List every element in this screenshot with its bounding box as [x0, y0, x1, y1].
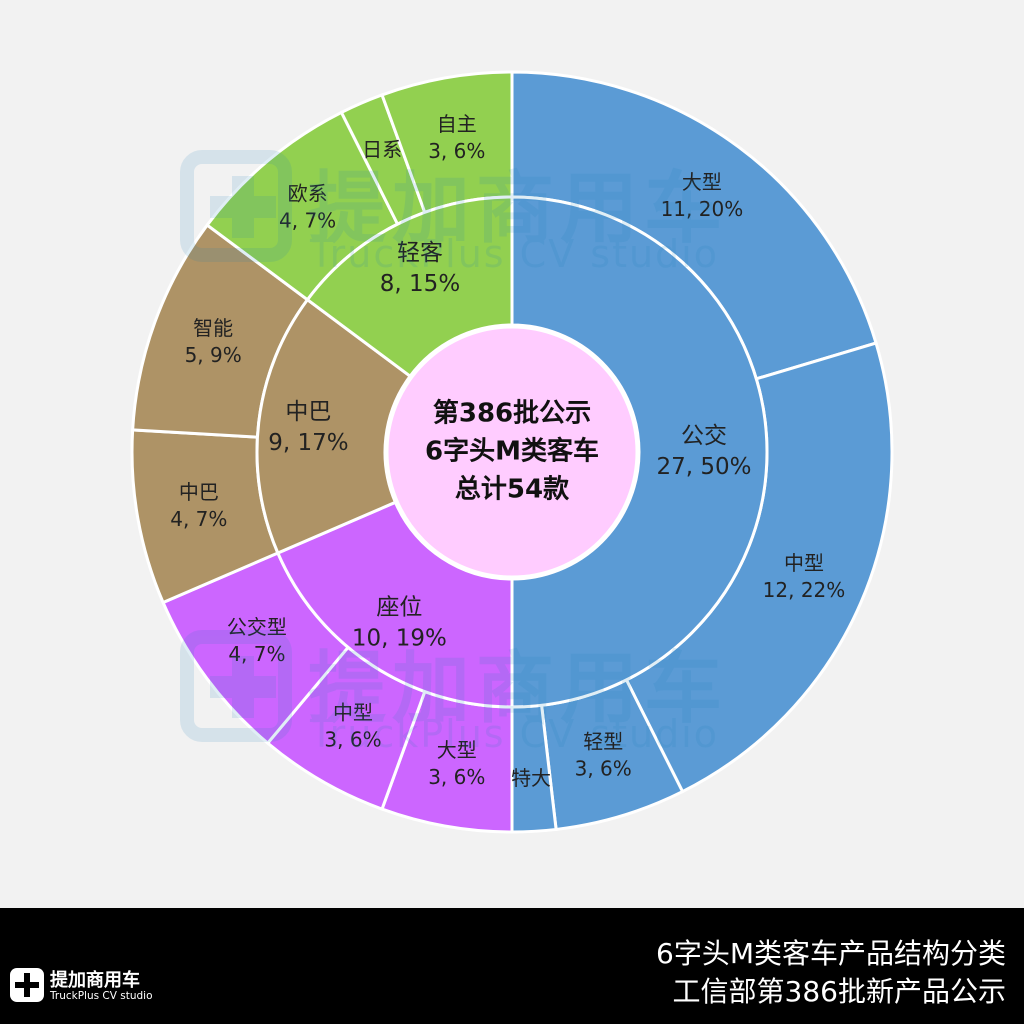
inner-slice-1: [275, 500, 514, 709]
inner-slice-2: [255, 297, 413, 555]
watermark-en: TruckPlus CV studio: [310, 712, 719, 756]
inner-slice-0: [510, 195, 769, 709]
inner-slice-3: [305, 195, 514, 379]
outer-slice-label-7: 中巴 4, 7%: [170, 480, 227, 531]
outer-slice-label-10: 日系: [362, 137, 402, 161]
inner-slice-label-0: 公交 27, 50%: [656, 423, 751, 480]
footer-subtitle: 工信部第386批新产品公示: [672, 975, 1006, 1008]
inner-slice-label-1: 座位 10, 19%: [352, 594, 447, 651]
footer-brand-tagline: TruckPlus CV studio: [50, 990, 153, 1002]
outer-slice-label-4: 大型 3, 6%: [428, 738, 485, 789]
inner-slice-label-2: 中巴 9, 17%: [268, 399, 348, 456]
footer-title: 6字头M类客车产品结构分类: [656, 937, 1006, 970]
center-circle: [385, 325, 639, 579]
outer-slice-label-3: 特大: [511, 766, 551, 790]
watermark-logo-icon: [180, 150, 292, 262]
outer-slice-label-8: 智能 5, 9%: [185, 316, 242, 367]
outer-slice-label-2: 轻型 3, 6%: [575, 730, 632, 781]
sunburst-chart: 公交 27, 50% 座位 10, 19% 中巴 9, 17% 轻客 8, 15% 大型 11, …: [130, 70, 894, 834]
watermark-cn: 提加商用车: [308, 644, 729, 734]
outer-slice-label-5: 中型 3, 6%: [324, 700, 381, 751]
outer-slice-label-1: 中型 12, 22%: [763, 551, 846, 602]
watermark-logo-icon: [180, 630, 292, 742]
center-label: 第386批公示 6字头M类客车总计54款: [425, 398, 599, 505]
brand-logo-icon: [10, 968, 44, 1002]
footer-brand-name: 提加商用车: [50, 970, 140, 991]
outer-slice-label-9: 欧系 4, 7%: [279, 181, 336, 232]
footer-bar: 6字头M类客车产品结构分类 工信部第386批新产品公示: [0, 908, 1024, 1024]
outer-slice-label-11: 自主 3, 6%: [428, 112, 485, 163]
watermark-cn: 提加商用车: [308, 164, 729, 254]
inner-slice-label-3: 轻客 8, 15%: [380, 240, 460, 297]
watermark-en: TruckPlus CV studio: [310, 232, 719, 276]
chart-area: 公交 27, 50% 座位 10, 19% 中巴 9, 17% 轻客 8, 15% 大型 11, …: [130, 70, 894, 834]
outer-slice-label-0: 大型 11, 20%: [661, 170, 744, 221]
